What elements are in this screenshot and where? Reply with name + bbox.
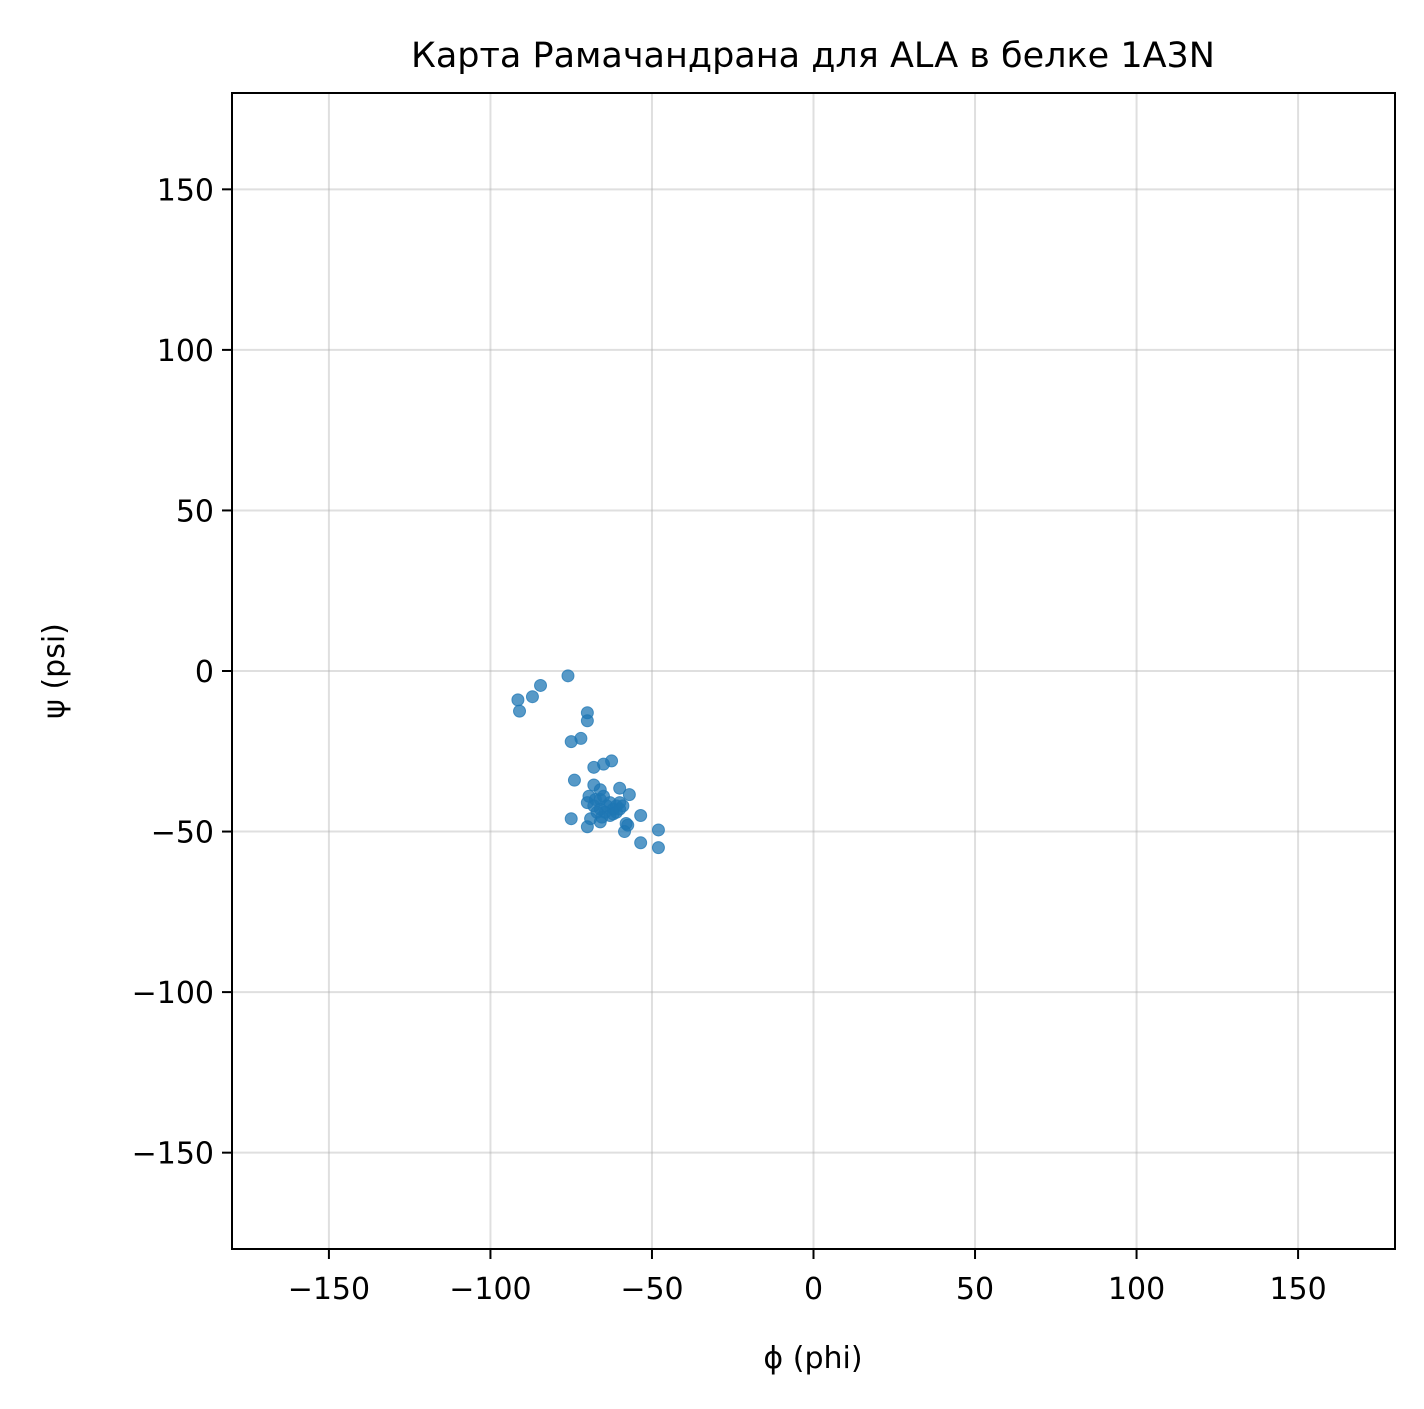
y-tick-label: 100 bbox=[157, 334, 214, 369]
data-point bbox=[651, 841, 665, 855]
data-point bbox=[618, 825, 632, 839]
x-tick-label: −150 bbox=[288, 1272, 370, 1307]
data-point bbox=[651, 823, 665, 837]
data-point bbox=[634, 836, 648, 850]
x-tick-label: 150 bbox=[1269, 1272, 1326, 1307]
x-tick-label: 0 bbox=[804, 1272, 823, 1307]
data-point bbox=[587, 760, 601, 774]
grid-lines bbox=[232, 93, 1395, 1249]
x-tick-label: 50 bbox=[956, 1272, 994, 1307]
chart-title: Карта Рамачандрана для ALA в белке 1A3N bbox=[411, 36, 1215, 76]
scatter-points bbox=[511, 669, 665, 855]
data-point bbox=[616, 799, 630, 813]
data-point bbox=[513, 704, 527, 718]
data-point bbox=[587, 799, 601, 813]
data-point bbox=[580, 714, 594, 728]
y-tick-label: 50 bbox=[176, 494, 214, 529]
data-point bbox=[564, 735, 578, 749]
x-tick-label: −100 bbox=[449, 1272, 531, 1307]
data-point bbox=[564, 812, 578, 826]
data-point bbox=[613, 781, 627, 795]
data-point bbox=[580, 820, 594, 834]
data-point bbox=[634, 809, 648, 822]
data-point bbox=[561, 669, 575, 683]
data-point bbox=[511, 693, 525, 707]
x-tick-label: 100 bbox=[1108, 1272, 1165, 1307]
y-tick-label: 150 bbox=[157, 173, 214, 208]
x-tick-label: −50 bbox=[620, 1272, 683, 1307]
x-axis-label: ϕ (phi) bbox=[763, 1341, 862, 1376]
y-tick-label: 0 bbox=[195, 655, 214, 690]
data-point bbox=[525, 690, 539, 704]
y-tick-label: −50 bbox=[151, 816, 214, 851]
axis-ticks: −150 −100 −50 0 50 100 150 −150 −100 −50 0 50 100 150 bbox=[132, 173, 1327, 1307]
y-tick-label: −100 bbox=[132, 976, 214, 1011]
y-axis-label: ψ (psi) bbox=[37, 623, 72, 719]
data-point bbox=[622, 788, 636, 802]
y-tick-label: −150 bbox=[132, 1137, 214, 1172]
data-point bbox=[567, 773, 581, 787]
data-point bbox=[593, 815, 607, 829]
data-point bbox=[534, 678, 548, 692]
